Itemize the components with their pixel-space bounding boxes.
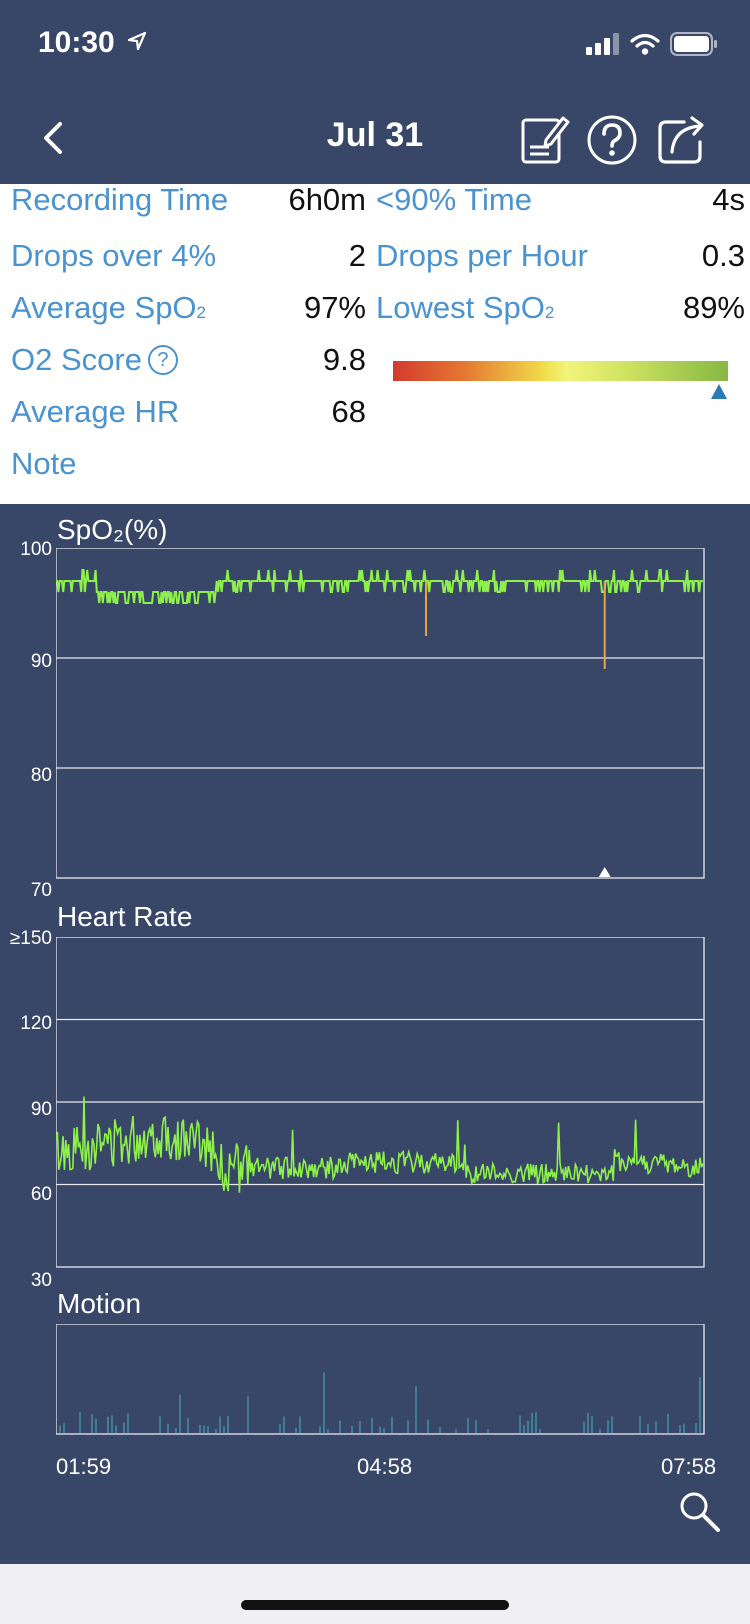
back-chevron-icon[interactable] (36, 118, 72, 158)
average-hr-label: Average HR (11, 394, 180, 429)
spo2-chart-title: SpO₂(%) (57, 514, 168, 545)
drops-per-hour-label: Drops per Hour (376, 238, 588, 273)
x-label-start: 01:59 (56, 1454, 112, 1479)
below90-time-label: <90% Time (376, 182, 532, 217)
x-label-end: 07:58 (661, 1454, 717, 1479)
average-spo2-value: 97% (303, 290, 366, 325)
spo2-plot-frame (56, 548, 705, 879)
summary-row-hr: Average HR 68 (0, 394, 750, 444)
location-arrow-icon (127, 31, 147, 51)
summary-row-drops: Drops over 4% 2 Drops per Hour 0.3 (0, 238, 750, 288)
x-label-mid: 04:58 (357, 1454, 413, 1479)
o2-score-marker (711, 384, 727, 399)
battery-icon (670, 32, 717, 56)
status-icons (586, 32, 718, 56)
help-icon[interactable] (586, 114, 638, 166)
home-indicator[interactable] (241, 1600, 509, 1610)
status-time: 10:30 (38, 26, 115, 59)
motion-chart-title: Motion (57, 1288, 142, 1319)
hr-ytick-150: ≥150 (9, 928, 52, 949)
hr-chart-title: Heart Rate (57, 901, 193, 932)
below90-time-value: 4s (712, 182, 745, 217)
recording-time-label: Recording Time (11, 182, 229, 217)
o2-score-help-icon[interactable]: ? (147, 344, 178, 375)
spo2-series-line (56, 569, 703, 604)
drops-per-hour-value: 0.3 (701, 238, 745, 273)
summary-panel: Recording Time 6h0m <90% Time 4s Drops o… (0, 182, 750, 504)
o2-score-label: O2 Score? (11, 342, 178, 378)
edit-note-icon[interactable] (518, 114, 570, 166)
wifi-icon (630, 33, 660, 55)
summary-row-recording: Recording Time 6h0m <90% Time 4s (0, 182, 750, 232)
motion-plot-frame (56, 1324, 705, 1435)
zoom-search-icon[interactable] (678, 1490, 722, 1534)
status-bar: 10:30 (0, 0, 750, 92)
recording-time-value: 6h0m (288, 182, 366, 217)
drops-over-4-value: 2 (348, 238, 366, 273)
spo2-chart (56, 548, 705, 879)
summary-row-spo2: Average SpO2 97% Lowest SpO2 89% (0, 290, 750, 340)
note-label[interactable]: Note (11, 446, 77, 481)
hr-series-line (56, 1096, 704, 1193)
hr-ytick-120: 120 (20, 1013, 52, 1034)
lowest-spo2-value: 89% (682, 290, 745, 325)
page-title: Jul 31 (326, 116, 424, 154)
nav-bar: Jul 31 (0, 92, 750, 184)
charts-area: SpO₂(%) 100 90 80 70 Heart Rate ≥150 120… (0, 504, 750, 1564)
spo2-ytick-100: 100 (20, 539, 52, 560)
o2-score-gradient-bar (393, 361, 728, 381)
spo2-event-marker (598, 867, 611, 877)
heart-rate-chart (56, 937, 705, 1268)
average-hr-value: 68 (331, 394, 366, 429)
home-area (0, 1564, 750, 1624)
hr-ytick-90: 90 (30, 1099, 52, 1120)
hr-ytick-60: 60 (30, 1184, 52, 1205)
drops-over-4-label: Drops over 4% (11, 238, 217, 273)
summary-row-score: O2 Score? 9.8 (0, 342, 750, 392)
spo2-ytick-90: 90 (30, 651, 52, 672)
average-spo2-label: Average SpO2 (11, 290, 207, 325)
share-icon[interactable] (656, 114, 708, 166)
motion-chart (56, 1324, 705, 1435)
summary-row-note[interactable]: Note (0, 446, 750, 496)
lowest-spo2-label: Lowest SpO2 (376, 290, 555, 325)
hr-ytick-30: 30 (30, 1270, 52, 1291)
spo2-ytick-80: 80 (30, 765, 52, 786)
o2-score-value: 9.8 (322, 342, 366, 377)
spo2-ytick-70: 70 (30, 880, 52, 901)
cellular-signal-icon (586, 33, 619, 55)
